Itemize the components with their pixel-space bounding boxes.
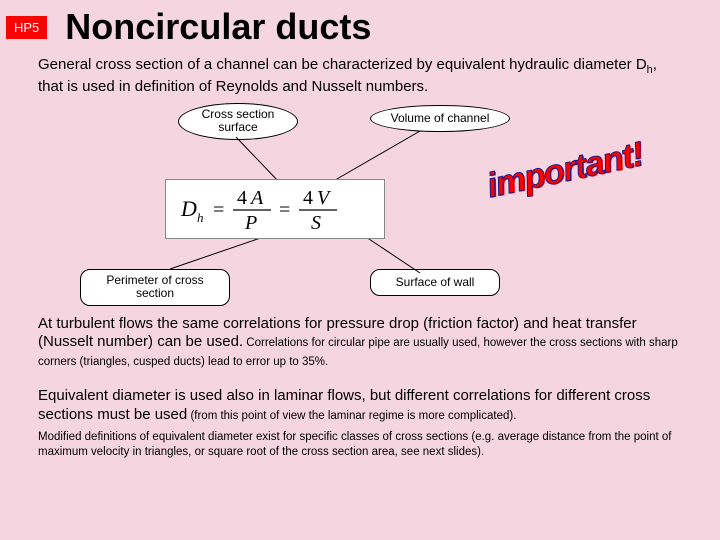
formula-den1: P	[244, 212, 257, 234]
svg-text:=: =	[279, 199, 290, 221]
formula-den2: S	[311, 212, 321, 234]
slide-badge: HP5	[6, 16, 47, 39]
intro-paragraph: General cross section of a channel can b…	[0, 48, 720, 97]
spacer	[0, 371, 720, 385]
footnote: Modified definitions of equivalent diame…	[0, 424, 720, 460]
paragraph-laminar: Equivalent diameter is used also in lami…	[0, 385, 720, 425]
svg-text:A: A	[249, 187, 264, 209]
formula-num2-V: V	[317, 187, 332, 209]
para2-small: (from this point of view the laminar reg…	[187, 410, 516, 422]
formula-num1-A: A	[249, 187, 264, 209]
formula-svg: D h = 4 A P = 4 V S	[175, 184, 375, 234]
svg-text:=: =	[213, 199, 224, 221]
svg-text:4: 4	[303, 187, 313, 209]
diagram-area: Cross section surface Volume of channel …	[0, 103, 720, 313]
formula-dh-var: D	[180, 196, 197, 221]
formula-eq1: =	[213, 199, 224, 221]
svg-text:h: h	[197, 210, 204, 225]
svg-text:4: 4	[237, 187, 247, 209]
formula-num1-4: 4	[237, 187, 247, 209]
formula-box: D h = 4 A P = 4 V S	[165, 179, 385, 239]
svg-text:V: V	[317, 187, 332, 209]
slide-header: HP5 Noncircular ducts	[0, 0, 720, 48]
svg-text:P: P	[244, 212, 257, 234]
formula-dh-sub: h	[197, 210, 204, 225]
svg-text:S: S	[311, 212, 321, 234]
svg-text:D: D	[180, 196, 197, 221]
formula-num2-4: 4	[303, 187, 313, 209]
formula-eq2: =	[279, 199, 290, 221]
slide-title: Noncircular ducts	[65, 6, 371, 48]
paragraph-turbulent: At turbulent flows the same correlations…	[0, 313, 720, 371]
intro-text-1: General cross section of a channel can b…	[38, 56, 647, 73]
